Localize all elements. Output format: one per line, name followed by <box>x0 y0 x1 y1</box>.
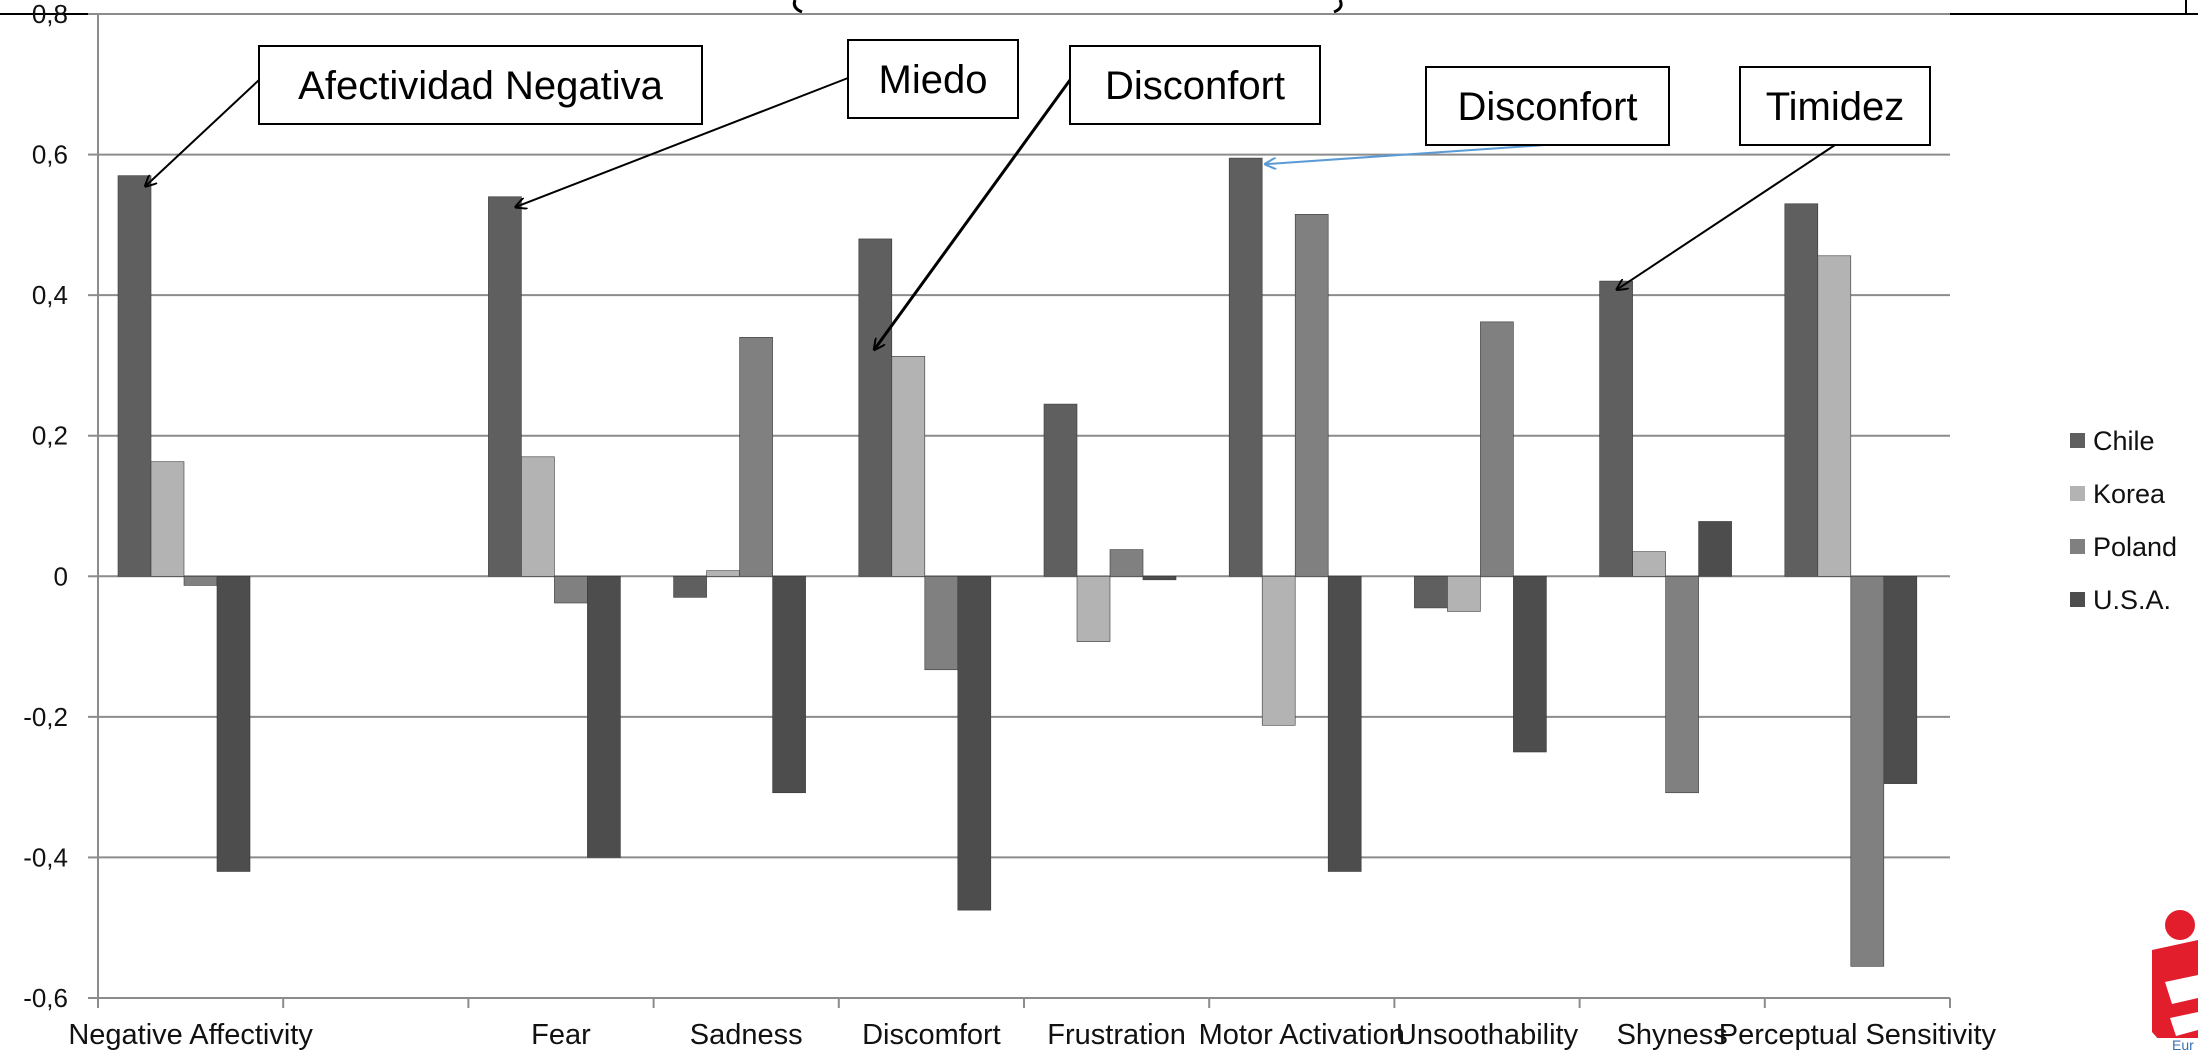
bar-poland-9 <box>1850 575 1885 967</box>
bar-chile-6 <box>1228 157 1263 577</box>
y-tick-label: -0,4 <box>23 842 68 872</box>
bar-usa-5 <box>1142 575 1177 581</box>
bar-usa-3 <box>772 575 806 794</box>
y-tick-label: -0,2 <box>23 702 68 732</box>
bar-chile-0 <box>117 175 152 577</box>
legend-label: U.S.A. <box>2093 585 2171 615</box>
y-tick-label: -0,6 <box>23 983 68 1013</box>
annotation-box <box>1739 66 1931 146</box>
x-category-label: Frustration <box>1047 1019 1186 1050</box>
bar-usa-8 <box>1698 521 1732 577</box>
legend-label: Korea <box>2093 479 2166 509</box>
x-category-label: Motor Activation <box>1199 1019 1405 1050</box>
annotation-label: Afectividad Negativa <box>298 64 663 108</box>
bar-poland-8 <box>1665 575 1699 794</box>
bar-korea-8 <box>1632 551 1666 577</box>
y-tick-label: 0,4 <box>32 280 68 310</box>
bar-poland-5 <box>1109 549 1144 577</box>
y-tick-label: 0,2 <box>32 421 68 451</box>
bar-korea-6 <box>1261 575 1296 726</box>
bar-usa-0 <box>216 575 251 872</box>
svg-text:Eur: Eur <box>2172 1037 2194 1050</box>
annotation-label: Miedo <box>879 58 988 102</box>
annotation-label: Disconfort <box>1105 64 1285 108</box>
x-category-label: Fear <box>531 1019 591 1050</box>
x-category-label: Sadness <box>690 1019 803 1050</box>
legend-swatch <box>2070 592 2085 607</box>
bar-korea-7 <box>1447 575 1481 612</box>
y-tick-label: 0,8 <box>32 0 68 29</box>
bar-chile-9 <box>1784 203 1819 577</box>
bar-korea-5 <box>1076 575 1111 642</box>
bar-poland-6 <box>1294 214 1329 577</box>
bar-poland-7 <box>1480 321 1514 577</box>
x-category-label: Perceptual Sensitivity <box>1719 1019 1997 1050</box>
annotation-arrow <box>875 79 1072 349</box>
x-category-label: Negative Affectivity <box>68 1019 313 1050</box>
annotation-arrow <box>1266 144 1546 164</box>
legend-label: Chile <box>2093 426 2155 456</box>
bar-chile-5 <box>1043 403 1078 577</box>
annotation-box <box>1069 45 1321 125</box>
bar-poland-3 <box>739 337 773 577</box>
bar-korea-0 <box>150 461 185 577</box>
bar-usa-4 <box>957 575 992 911</box>
bar-usa-7 <box>1513 575 1547 753</box>
bar-usa-9 <box>1883 575 1918 784</box>
annotation-box <box>258 45 703 125</box>
bar-korea-4 <box>891 355 926 577</box>
bar-korea-9 <box>1817 255 1852 577</box>
bar-poland-4 <box>924 575 959 671</box>
x-category-label: Shyness <box>1617 1019 1728 1050</box>
x-category-label: Discomfort <box>862 1019 1001 1050</box>
bar-chile-7 <box>1414 575 1448 609</box>
bar-korea-2 <box>521 456 555 577</box>
bar-korea-3 <box>706 570 740 577</box>
bar-chile-4 <box>858 238 893 577</box>
legend-swatch <box>2070 539 2085 554</box>
legend-swatch <box>2070 486 2085 501</box>
annotation-label: Timidez <box>1766 85 1905 129</box>
bar-chile-3 <box>673 575 707 598</box>
x-category-label: Unsoothability <box>1396 1019 1579 1050</box>
logo: Eur <box>2150 910 2198 1053</box>
title-frame <box>0 0 2198 15</box>
annotation-box <box>1425 66 1670 146</box>
bar-usa-6 <box>1327 575 1362 872</box>
annotation-arrow <box>516 77 849 207</box>
bar-usa-2 <box>587 575 621 858</box>
annotation-arrow <box>146 79 260 186</box>
bar-chile-8 <box>1599 280 1633 577</box>
bar-chile-2 <box>488 196 522 577</box>
legend-label: Poland <box>2093 532 2177 562</box>
annotation-label: Disconfort <box>1457 85 1637 129</box>
annotation-arrow <box>1618 144 1836 289</box>
bar-poland-0 <box>183 575 218 586</box>
annotation-box <box>847 39 1019 119</box>
y-tick-label: 0 <box>54 561 68 591</box>
y-tick-label: 0,6 <box>32 140 68 170</box>
legend-swatch <box>2070 433 2085 448</box>
bar-poland-2 <box>554 575 588 604</box>
